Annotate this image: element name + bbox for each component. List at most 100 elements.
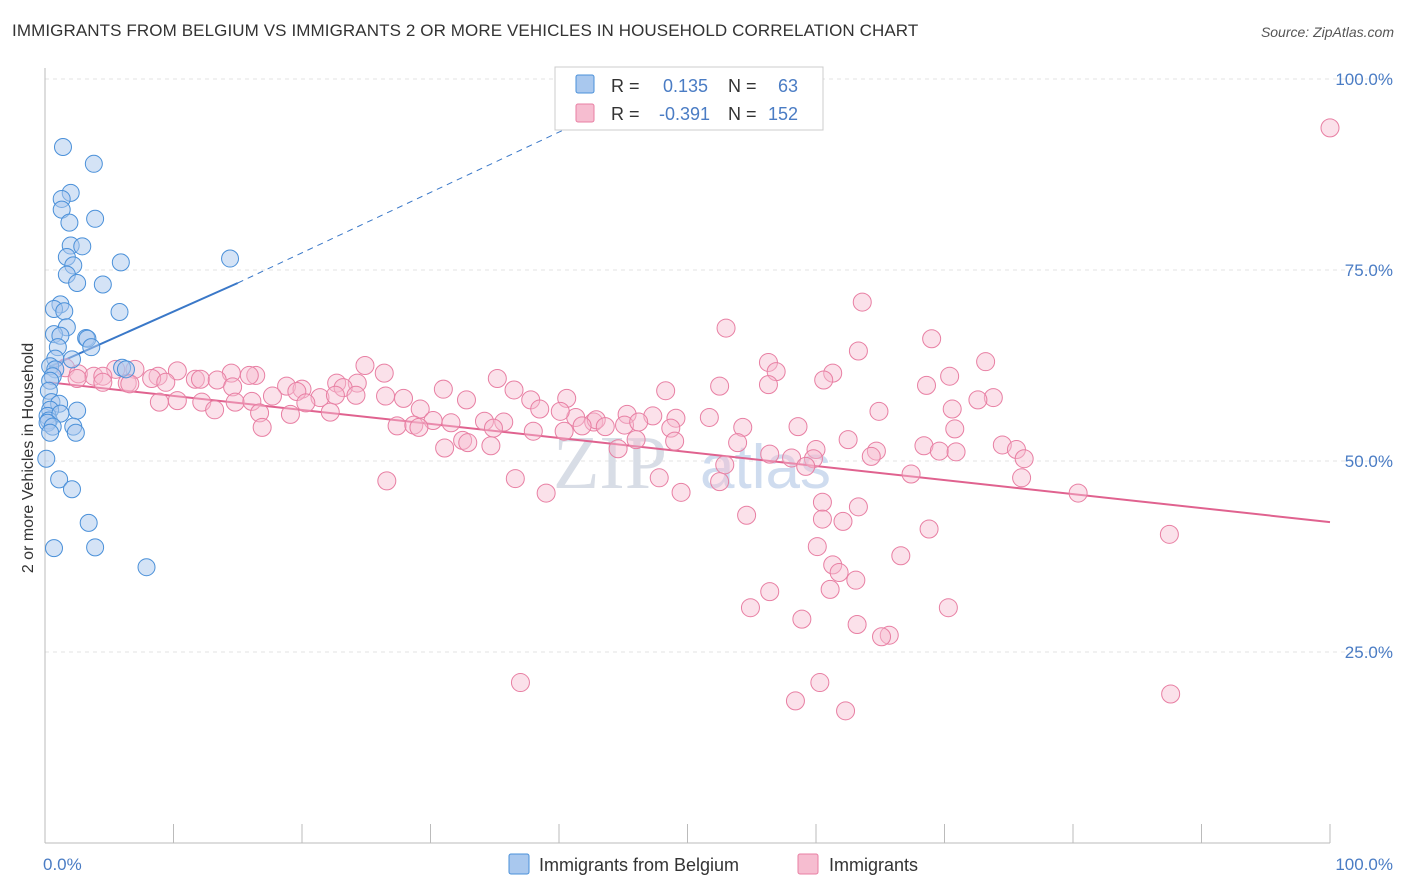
grid-lines [45,78,1392,653]
immigrants-trend-line [48,381,1331,524]
immigrants-point [728,433,748,453]
y-tick-label: 100.0% [1335,70,1393,89]
y-axis-label: 2 or more Vehicles in Household [20,343,37,573]
belgium-point [137,558,156,577]
immigrants-point [806,440,826,460]
immigrants-point [829,563,849,583]
trend-lines [48,101,1331,524]
immigrants-point [93,372,113,392]
immigrants-point [394,388,414,408]
immigrants-point [239,365,259,385]
immigrants-point [325,385,345,405]
belgium-point [73,237,92,256]
immigrants-point [404,415,424,435]
immigrants-point [666,408,686,428]
immigrants-point [838,430,858,450]
immigrants-point [710,376,730,396]
immigrants-point [737,505,757,525]
immigrants-point [792,609,812,629]
bottom-legend-label-immigrants: Immigrants [829,855,918,875]
legend-box: R = 0.135 N = 63 R = -0.391 N = 152 [554,66,824,131]
immigrants-point [872,627,892,647]
source-label: Source: ZipAtlas.com [1260,24,1394,40]
belgium-point [221,249,240,268]
immigrants-point [572,416,592,436]
bottom-legend-label-belgium: Immigrants from Belgium [539,855,739,875]
immigrants-point [848,497,868,517]
immigrants-point [968,390,988,410]
belgium-trend-line [48,282,239,368]
immigrants-point [242,391,262,411]
immigrants-point [715,455,735,475]
immigrants-point [433,379,453,399]
immigrants-point [847,614,867,634]
immigrants-point [629,412,649,432]
immigrants-point [510,673,530,693]
belgium-point [66,423,85,442]
immigrants-point [346,385,366,405]
immigrants-point [355,356,375,375]
immigrants-point [487,368,507,388]
legend-r-value-1: 0.135 [663,76,708,96]
immigrants-point [812,509,832,529]
immigrants-point [387,416,407,436]
legend-swatch-blue [575,74,595,94]
belgium-point [86,209,105,228]
immigrants-point [483,418,503,438]
immigrants-point [530,399,550,419]
immigrants-point [246,365,266,385]
immigrants-point [167,361,187,381]
immigrants-point [940,366,960,386]
immigrants-point [441,413,461,433]
immigrants-point [740,598,760,618]
immigrants-point [626,430,646,450]
immigrants-point [1161,684,1181,704]
immigrants-point [1068,483,1088,503]
belgium-point [84,154,103,173]
immigrants-point [280,404,300,424]
x-tick-label-min: 0.0% [43,855,82,874]
belgium-point [60,213,79,232]
immigrants-point [505,469,525,489]
belgium-point [50,470,69,489]
belgium-point [68,273,87,292]
immigrants-point [938,598,958,618]
immigrants-point [812,492,832,512]
y-tick-label: 75.0% [1345,261,1393,280]
immigrants-point [733,417,753,437]
immigrants-point [504,380,524,400]
legend-n-label-2: N = [728,104,757,124]
immigrants-point [846,570,866,590]
immigrants-point [277,376,297,396]
immigrants-point [810,673,830,693]
immigrants-point [788,417,808,437]
immigrants-point [823,555,843,575]
immigrants-point [929,441,949,461]
belgium-point [116,360,135,379]
immigrants-point [760,582,780,602]
immigrants-point [945,419,965,439]
y-tick-label: 50.0% [1345,452,1393,471]
immigrants-point [833,511,853,531]
immigrants-point [861,446,881,466]
immigrants-point [296,393,316,413]
legend-n-value-1: 63 [778,76,798,96]
immigrants-point [983,388,1003,408]
immigrants-point [946,442,966,462]
immigrants-point [536,483,556,503]
immigrants-point [879,625,899,645]
immigrants-point [922,329,942,349]
immigrants-point [710,472,730,492]
legend-frame [554,66,824,131]
series-belgium-points [37,137,240,577]
immigrants-point [1014,449,1034,469]
immigrants-point [262,386,282,406]
immigrants-point [919,519,939,539]
immigrants-point [458,433,478,453]
immigrants-point [456,390,476,410]
immigrants-point [149,392,169,412]
immigrants-point [1320,118,1340,138]
immigrants-point [615,415,635,435]
immigrants-point [347,373,367,393]
